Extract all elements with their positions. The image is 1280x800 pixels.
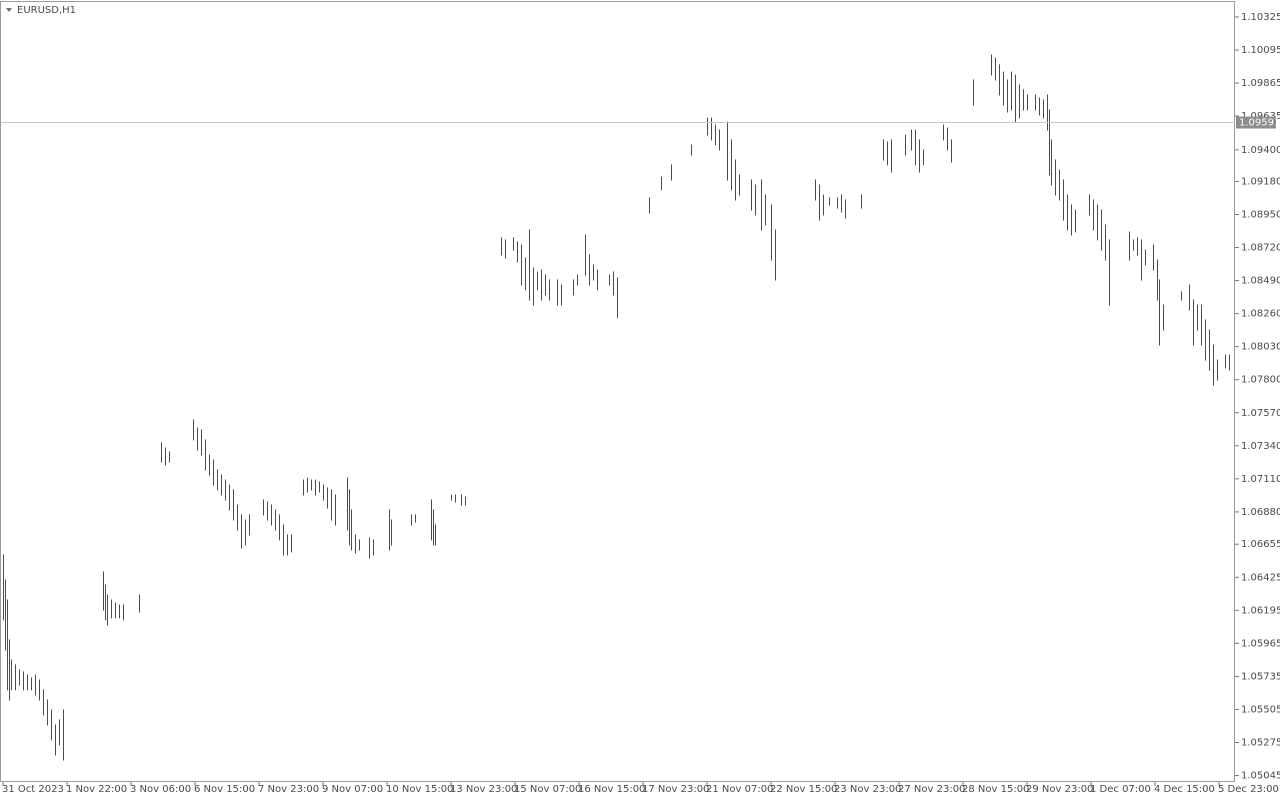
x-tick-label: 4 Dec 15:00 <box>1154 784 1215 795</box>
x-tick-label: 23 Nov 23:00 <box>834 784 901 795</box>
y-tick-label: 1.08720 <box>1241 243 1280 254</box>
y-tick-label: 1.06195 <box>1241 605 1280 616</box>
y-tick-label: 1.08950 <box>1241 209 1280 220</box>
x-tick-label: 13 Nov 23:00 <box>450 784 517 795</box>
y-tick-label: 1.07800 <box>1241 375 1280 386</box>
y-tick-label: 1.09400 <box>1241 145 1280 156</box>
collapse-arrow[interactable] <box>6 8 12 12</box>
x-tick-label: 22 Nov 15:00 <box>770 784 837 795</box>
y-tick-label: 1.05275 <box>1241 737 1280 748</box>
x-tick-label: 9 Nov 07:00 <box>322 784 383 795</box>
y-tick-label: 1.10325 <box>1241 12 1280 23</box>
x-tick-label: 16 Nov 15:00 <box>578 784 645 795</box>
x-tick-label: 5 Dec 23:00 <box>1218 784 1279 795</box>
x-tick-label: 1 Dec 07:00 <box>1090 784 1151 795</box>
y-tick-label: 1.09180 <box>1241 176 1280 187</box>
y-tick-label: 1.06880 <box>1241 507 1280 518</box>
y-tick-label: 1.05735 <box>1241 671 1280 682</box>
y-tick-label: 1.07340 <box>1241 441 1280 452</box>
y-tick-label: 1.08260 <box>1241 309 1280 320</box>
x-tick-label: 10 Nov 15:00 <box>386 784 453 795</box>
x-tick-label: 7 Nov 23:00 <box>258 784 319 795</box>
y-tick-label: 1.05505 <box>1241 704 1280 715</box>
x-tick-label: 17 Nov 23:00 <box>642 784 709 795</box>
y-tick-label: 1.05965 <box>1241 638 1280 649</box>
current-price-box <box>1236 116 1276 129</box>
y-tick-label: 1.06425 <box>1241 572 1280 583</box>
x-tick-label: 3 Nov 06:00 <box>130 784 191 795</box>
x-tick-label: 15 Nov 07:00 <box>514 784 581 795</box>
x-tick-label: 27 Nov 23:00 <box>898 784 965 795</box>
y-tick-label: 1.09865 <box>1241 78 1280 89</box>
y-tick-label: 1.08030 <box>1241 342 1280 353</box>
x-tick-label: 31 Oct 2023 <box>2 784 64 795</box>
y-tick-label: 1.05045 <box>1241 771 1280 782</box>
y-tick-label: 1.08490 <box>1241 276 1280 287</box>
plot-frame <box>0 1 1235 782</box>
x-tick-label: 1 Nov 22:00 <box>66 784 127 795</box>
x-tick-label: 28 Nov 15:00 <box>962 784 1029 795</box>
x-tick-label: 6 Nov 15:00 <box>194 784 255 795</box>
y-tick-label: 1.07570 <box>1241 408 1280 419</box>
x-tick-label: 29 Nov 23:00 <box>1026 784 1093 795</box>
x-tick-label: 21 Nov 07:00 <box>706 784 773 795</box>
y-tick-label: 1.10095 <box>1241 45 1280 56</box>
chart-title: EURUSD,H1 <box>17 5 76 16</box>
current-price-label: 1.09591 <box>1239 118 1280 129</box>
y-tick-label: 1.07110 <box>1241 474 1280 485</box>
y-tick-label: 1.06655 <box>1241 539 1280 550</box>
